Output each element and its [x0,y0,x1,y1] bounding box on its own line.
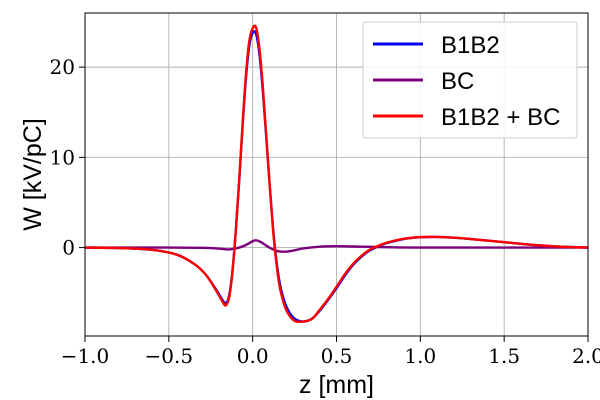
legend-label: B1B2 [441,32,500,59]
x-tick-label: 2.0 [572,344,600,368]
series-lines [85,24,588,324]
axis-ticks: −1.0 −0.5 0.0 0.5 1.0 1.5 2.0 0 10 20 [50,55,600,368]
y-tick-label: 20 [50,55,75,79]
x-tick-label: 0.5 [321,344,353,368]
x-tick-label: −0.5 [145,344,194,368]
legend-label: BC [441,68,474,95]
legend: B1B2 BC B1B2 + BC [362,21,578,139]
series-line-b1b2-plus-bc [85,24,588,324]
y-tick-label: 10 [50,145,75,169]
y-tick-label: 0 [62,236,75,260]
legend-label: B1B2 + BC [441,104,560,131]
x-tick-label: 1.5 [488,344,520,368]
x-tick-label: −1.0 [61,344,110,368]
series-line-bc [85,239,588,253]
y-axis-label: W [kV/pC] [19,118,47,231]
x-tick-label: 1.0 [404,344,436,368]
legend-box [362,21,578,139]
x-tick-label: 0.0 [237,344,269,368]
x-axis-label: z [mm] [299,371,374,399]
